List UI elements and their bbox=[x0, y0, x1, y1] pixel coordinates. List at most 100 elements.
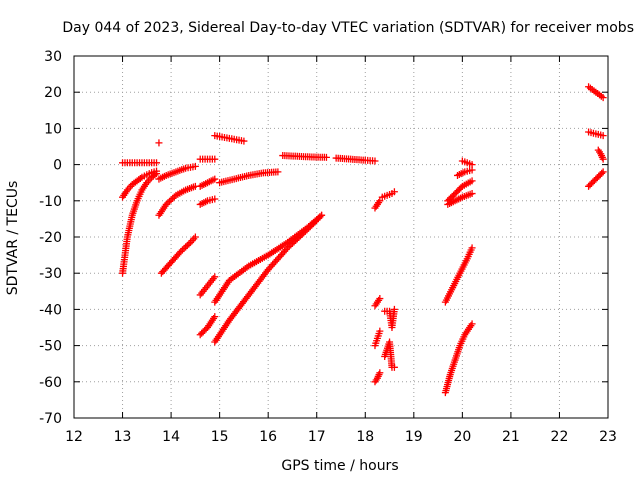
y-tick-label: -10 bbox=[39, 194, 62, 210]
data-point bbox=[164, 261, 172, 269]
data-point bbox=[272, 168, 280, 176]
series-arc-h bbox=[196, 175, 219, 190]
data-point bbox=[316, 213, 324, 221]
data-point bbox=[170, 169, 178, 177]
data-point bbox=[208, 196, 216, 204]
data-point bbox=[449, 198, 457, 206]
x-tick-label: 12 bbox=[65, 429, 83, 445]
data-point bbox=[386, 190, 394, 198]
data-point bbox=[201, 326, 209, 334]
data-point bbox=[287, 241, 295, 249]
data-point bbox=[167, 196, 175, 204]
tick-labels: 12 13 14 15 16 17 18 19 20 21 22 23 -70 -60 -50 -40 -30 -… bbox=[39, 49, 617, 445]
data-point bbox=[183, 241, 191, 249]
series-points-18a bbox=[371, 197, 384, 212]
series-arc-p bbox=[279, 152, 330, 161]
data-point bbox=[210, 314, 218, 322]
data-point bbox=[189, 183, 197, 191]
series-arc-b bbox=[119, 167, 161, 201]
data-point bbox=[243, 172, 251, 180]
data-point bbox=[282, 246, 290, 254]
data-point bbox=[169, 194, 177, 202]
series-points-18g bbox=[381, 338, 398, 371]
series-arc-y bbox=[585, 128, 607, 140]
series-arc-l bbox=[211, 132, 248, 145]
data-point bbox=[228, 135, 236, 143]
data-point bbox=[128, 213, 136, 221]
series-arc-aa bbox=[585, 168, 607, 190]
data-point bbox=[132, 199, 140, 207]
data-point bbox=[373, 337, 381, 345]
data-point bbox=[460, 333, 468, 341]
data-point bbox=[390, 188, 398, 196]
x-tick-label: 14 bbox=[162, 429, 180, 445]
data-point bbox=[150, 159, 158, 167]
data-point bbox=[178, 246, 186, 254]
x-tick-label: 15 bbox=[211, 429, 229, 445]
data-point bbox=[598, 169, 606, 177]
data-point bbox=[267, 262, 275, 270]
data-point bbox=[185, 240, 193, 248]
data-point bbox=[270, 259, 278, 267]
chart-title: Day 044 of 2023, Sidereal Day-to-day VTE… bbox=[62, 20, 634, 36]
series-arc-q bbox=[332, 154, 379, 165]
series-arc-g bbox=[196, 155, 219, 163]
series-points-18b bbox=[378, 188, 398, 201]
grid-lines bbox=[74, 56, 608, 418]
x-tick-label: 20 bbox=[453, 429, 471, 445]
x-tick-label: 22 bbox=[551, 429, 569, 445]
series-arc-i bbox=[196, 195, 219, 208]
y-tick-label: -20 bbox=[39, 230, 62, 246]
x-tick-label: 17 bbox=[308, 429, 326, 445]
data-point bbox=[596, 148, 604, 156]
y-tick-label: -40 bbox=[39, 302, 62, 318]
data-point bbox=[375, 330, 383, 338]
data-point bbox=[135, 176, 143, 184]
data-point bbox=[467, 322, 475, 330]
data-point bbox=[266, 264, 274, 272]
data-point bbox=[372, 202, 380, 210]
data-point bbox=[596, 171, 604, 179]
series-arc-j bbox=[196, 273, 219, 299]
data-point bbox=[262, 252, 270, 260]
data-point bbox=[455, 271, 463, 279]
data-point bbox=[448, 192, 456, 200]
series-arc-v bbox=[441, 244, 476, 306]
data-point bbox=[311, 218, 319, 226]
data-point bbox=[278, 251, 286, 259]
y-axis-label: SDTVAR / TECUs bbox=[5, 181, 21, 296]
y-tick-label: -30 bbox=[39, 266, 62, 282]
data-point bbox=[160, 172, 168, 180]
data-point bbox=[209, 176, 217, 184]
data-point bbox=[372, 376, 380, 384]
data-point bbox=[300, 229, 308, 237]
data-point bbox=[285, 242, 293, 250]
data-point bbox=[190, 235, 198, 243]
data-point bbox=[292, 236, 300, 244]
data-point bbox=[306, 223, 314, 231]
data-point bbox=[155, 139, 163, 147]
data-point bbox=[209, 275, 217, 283]
series-arc-s bbox=[444, 177, 476, 205]
data-point bbox=[127, 182, 135, 190]
data-point bbox=[281, 247, 289, 255]
y-tick-label: -70 bbox=[39, 411, 62, 427]
data-point bbox=[298, 230, 306, 238]
data-point bbox=[305, 224, 313, 232]
data-point bbox=[372, 300, 380, 308]
y-tick-label: 20 bbox=[44, 85, 62, 101]
data-point bbox=[303, 226, 311, 234]
x-tick-label: 21 bbox=[502, 429, 520, 445]
x-tick-label: 19 bbox=[405, 429, 423, 445]
y-tick-label: -60 bbox=[39, 375, 62, 391]
series-arc-c bbox=[119, 159, 161, 167]
data-point bbox=[284, 244, 292, 252]
data-point bbox=[320, 153, 328, 161]
data-point bbox=[455, 185, 463, 193]
y-tick-label: -50 bbox=[39, 339, 62, 355]
data-point bbox=[273, 256, 281, 264]
data-point bbox=[450, 358, 458, 366]
series-isolated-1 bbox=[155, 139, 163, 147]
y-tick-label: 0 bbox=[53, 158, 62, 174]
